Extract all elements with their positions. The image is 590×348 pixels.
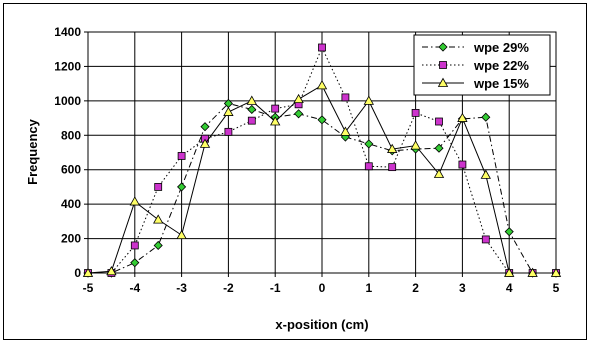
data-point: [458, 160, 467, 169]
x-tick-label: 3: [459, 281, 466, 295]
data-point: [317, 115, 327, 125]
data-point: [154, 183, 163, 191]
data-point: [504, 227, 514, 237]
data-point: [130, 258, 140, 268]
data-point: [223, 106, 234, 116]
data-point: [294, 109, 304, 119]
data-point: [293, 93, 304, 104]
x-tick-label: -5: [83, 281, 94, 295]
x-tick-label: -4: [129, 281, 140, 295]
y-tick-label: 0: [74, 266, 81, 280]
legend-label: wpe 15%: [473, 76, 529, 91]
data-point: [316, 80, 328, 90]
data-point: [106, 265, 117, 276]
data-point: [318, 43, 326, 52]
data-point: [435, 117, 443, 126]
data-point: [177, 152, 186, 160]
series-layer: [82, 43, 562, 278]
data-point: [481, 112, 491, 122]
data-point: [364, 162, 373, 171]
data-point: [364, 139, 374, 149]
data-point: [341, 93, 350, 102]
data-point: [504, 267, 515, 277]
legend: wpe 29% wpe 22% wpe 15%: [413, 34, 551, 96]
legend-label: wpe 22%: [473, 58, 529, 73]
y-tick-label: 600: [61, 163, 81, 177]
data-point: [388, 163, 397, 172]
data-point: [176, 229, 187, 240]
data-point: [410, 140, 421, 150]
data-point: [177, 182, 187, 192]
legend-items: wpe 29% wpe 22% wpe 15%: [422, 40, 529, 91]
data-point: [129, 196, 140, 206]
series-group: [82, 80, 562, 277]
x-tick-label: -3: [176, 281, 187, 295]
x-tick-label: 5: [553, 281, 560, 295]
data-point: [199, 138, 211, 148]
y-tick-label: 200: [61, 232, 81, 246]
data-point: [340, 126, 351, 136]
x-axis-label: x-position (cm): [275, 317, 368, 332]
data-point: [82, 267, 94, 277]
legend-marker: [439, 61, 447, 69]
data-point: [433, 168, 445, 178]
x-tick-label: -1: [270, 281, 281, 295]
data-point: [153, 240, 163, 251]
data-point: [363, 95, 374, 105]
y-tick-label: 800: [61, 128, 81, 142]
data-point: [387, 143, 398, 153]
data-point: [411, 109, 420, 117]
x-tick-label: 0: [319, 281, 326, 295]
legend-marker: [437, 77, 449, 87]
data-point: [270, 116, 281, 126]
data-point: [200, 122, 210, 132]
data-point: [550, 267, 562, 277]
data-point: [130, 241, 139, 250]
y-tick-label: 1400: [54, 25, 81, 39]
data-point: [247, 116, 256, 125]
data-point: [481, 235, 490, 244]
data-point: [271, 104, 280, 113]
data-point: [153, 214, 164, 224]
data-point: [247, 104, 257, 115]
data-point: [480, 169, 491, 179]
y-tick-label: 400: [61, 197, 81, 211]
legend-label: wpe 29%: [473, 40, 529, 55]
data-point: [224, 127, 233, 136]
x-tick-label: 2: [412, 281, 419, 295]
y-tick-label: 1200: [54, 59, 81, 73]
y-tick-label: 1000: [54, 94, 81, 108]
legend-marker: [438, 42, 448, 52]
series-line: [88, 102, 556, 274]
x-tick-label: 4: [506, 281, 513, 295]
x-tick-label: -2: [223, 281, 234, 295]
data-point: [434, 143, 444, 153]
y-axis-label: Frequency: [25, 118, 40, 185]
x-axis-ticks: -5 -4 -3 -2 -1 0 1 2 3 4 5: [83, 273, 560, 295]
legend-box: [413, 34, 551, 96]
x-tick-label: 1: [365, 281, 372, 295]
y-axis-ticks: 0 200 400 600 800 1000 1200 1400: [54, 25, 88, 280]
data-point: [527, 267, 538, 277]
data-point: [457, 112, 468, 122]
data-point: [246, 95, 257, 105]
